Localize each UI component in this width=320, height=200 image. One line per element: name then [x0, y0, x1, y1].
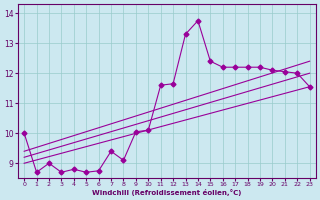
X-axis label: Windchill (Refroidissement éolien,°C): Windchill (Refroidissement éolien,°C)	[92, 189, 242, 196]
